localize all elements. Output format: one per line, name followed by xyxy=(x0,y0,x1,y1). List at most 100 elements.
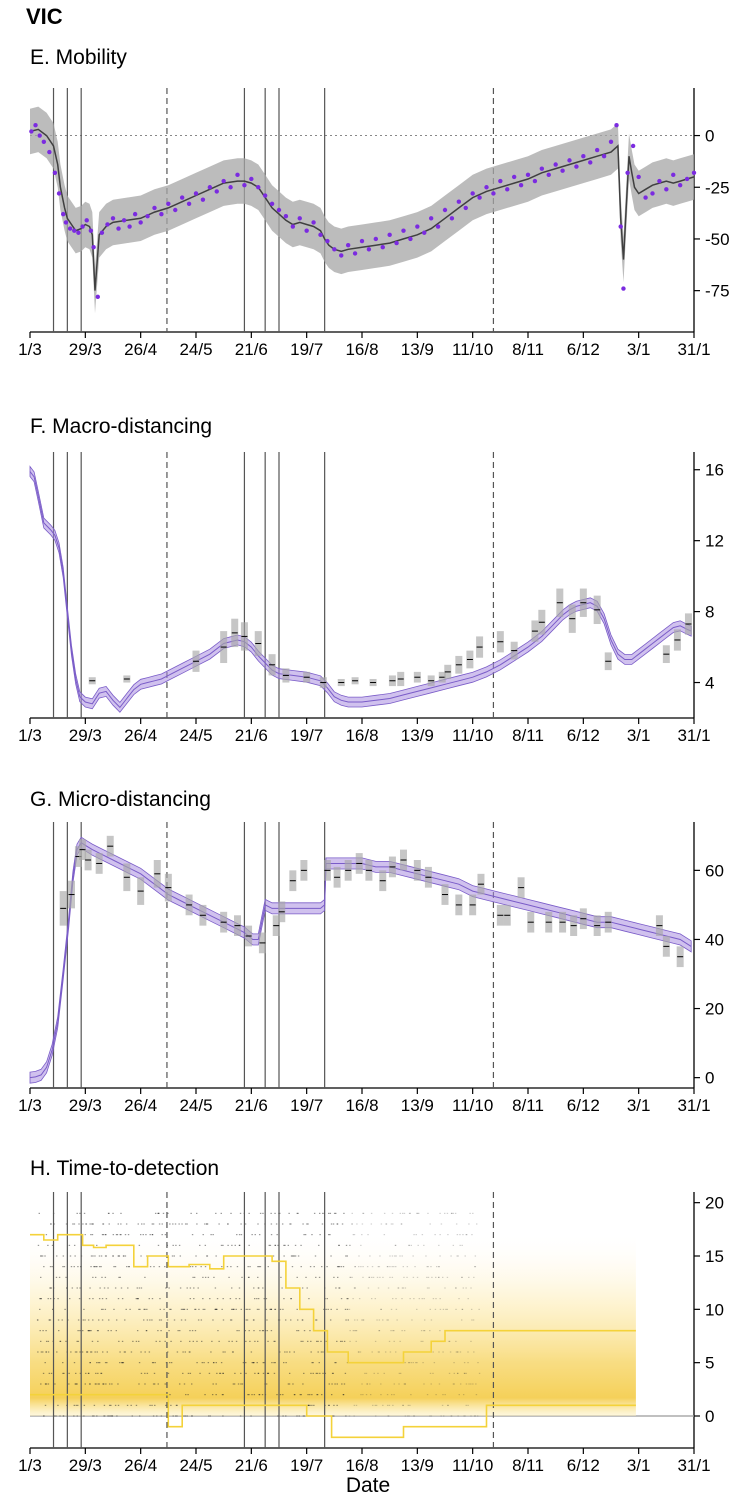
detection-point xyxy=(186,1308,189,1310)
detection-point xyxy=(191,1234,194,1236)
detection-point xyxy=(400,1223,403,1225)
detection-point xyxy=(273,1340,275,1342)
detection-point xyxy=(151,1223,154,1225)
g-x-tick-label: 29/3 xyxy=(69,1096,102,1115)
detection-point xyxy=(467,1404,469,1406)
detection-point xyxy=(248,1394,250,1396)
f-x-tick-label: 26/4 xyxy=(124,726,157,745)
detection-point xyxy=(274,1244,276,1246)
detection-point xyxy=(39,1330,41,1332)
detection-point xyxy=(180,1308,183,1310)
detection-point xyxy=(309,1394,311,1396)
detection-point xyxy=(282,1394,284,1396)
detection-point xyxy=(87,1372,90,1374)
detection-point xyxy=(262,1212,264,1214)
detection-point xyxy=(303,1330,306,1332)
detection-point xyxy=(238,1330,240,1332)
detection-point xyxy=(63,1372,65,1374)
detection-point xyxy=(290,1319,292,1321)
detection-point xyxy=(117,1383,119,1385)
detection-point xyxy=(160,1319,163,1321)
detection-point xyxy=(235,1308,237,1310)
detection-point xyxy=(238,1234,241,1236)
detection-point xyxy=(84,1234,86,1236)
e-observed-point xyxy=(95,294,100,300)
detection-point xyxy=(266,1319,268,1321)
detection-point xyxy=(351,1276,353,1278)
e-observed-point xyxy=(127,224,132,229)
e-observed-point xyxy=(47,149,52,155)
detection-point xyxy=(122,1255,125,1257)
detection-point xyxy=(101,1234,104,1236)
detection-point xyxy=(77,1330,79,1332)
detection-point xyxy=(78,1223,80,1225)
detection-point xyxy=(329,1234,331,1236)
detection-point xyxy=(300,1394,302,1396)
detection-point xyxy=(362,1319,364,1321)
h-y-tick-label: 20 xyxy=(705,1194,724,1213)
detection-point xyxy=(446,1276,449,1278)
detection-point xyxy=(108,1404,111,1406)
detection-point xyxy=(176,1415,178,1417)
detection-point xyxy=(92,1319,94,1321)
detection-point xyxy=(73,1223,76,1225)
detection-point xyxy=(41,1255,44,1257)
detection-point xyxy=(447,1404,449,1406)
detection-point xyxy=(334,1383,336,1385)
detection-point xyxy=(245,1372,247,1374)
detection-point xyxy=(97,1383,99,1385)
e-observed-point xyxy=(269,201,275,206)
detection-point xyxy=(320,1340,322,1342)
detection-point xyxy=(382,1404,384,1406)
detection-point xyxy=(92,1276,94,1278)
detection-point xyxy=(344,1372,347,1374)
detection-point xyxy=(76,1415,79,1417)
detection-point xyxy=(365,1394,368,1396)
h-x-tick-label: 24/5 xyxy=(179,1456,212,1475)
e-observed-point xyxy=(594,147,600,153)
detection-point xyxy=(196,1223,198,1225)
e-observed-point xyxy=(318,232,323,238)
detection-point xyxy=(444,1287,446,1289)
detection-point xyxy=(58,1330,60,1332)
detection-point xyxy=(112,1255,114,1257)
detection-point xyxy=(120,1287,123,1289)
detection-point xyxy=(407,1404,410,1406)
detection-point xyxy=(44,1362,46,1364)
detection-point xyxy=(45,1340,48,1342)
detection-point xyxy=(465,1372,467,1374)
detection-point xyxy=(416,1276,419,1278)
detection-point xyxy=(49,1266,52,1268)
detection-point xyxy=(48,1372,51,1374)
detection-point xyxy=(116,1234,119,1236)
detection-point xyxy=(214,1308,216,1310)
detection-point xyxy=(291,1266,294,1268)
detection-point xyxy=(435,1276,437,1278)
detection-point xyxy=(406,1276,408,1278)
detection-point xyxy=(144,1383,146,1385)
e-observed-point xyxy=(72,228,77,233)
detection-point xyxy=(140,1255,142,1257)
detection-point xyxy=(378,1266,381,1268)
detection-point xyxy=(458,1298,460,1300)
detection-point xyxy=(262,1330,265,1332)
detection-point xyxy=(447,1404,449,1406)
detection-point xyxy=(108,1319,110,1321)
detection-point xyxy=(89,1330,91,1332)
detection-point xyxy=(296,1276,298,1278)
detection-point xyxy=(416,1212,418,1214)
detection-point xyxy=(430,1266,432,1268)
detection-point xyxy=(369,1383,371,1385)
detection-point xyxy=(227,1244,229,1246)
detection-point xyxy=(296,1212,298,1214)
detection-point xyxy=(400,1223,403,1225)
detection-point xyxy=(111,1415,114,1417)
h-y-tick-label: 15 xyxy=(705,1247,724,1266)
detection-point xyxy=(302,1415,305,1417)
detection-point xyxy=(327,1212,330,1214)
detection-point xyxy=(93,1415,95,1417)
detection-point xyxy=(342,1394,345,1396)
detection-point xyxy=(459,1234,461,1236)
detection-point xyxy=(429,1330,431,1332)
detection-point xyxy=(328,1404,330,1406)
